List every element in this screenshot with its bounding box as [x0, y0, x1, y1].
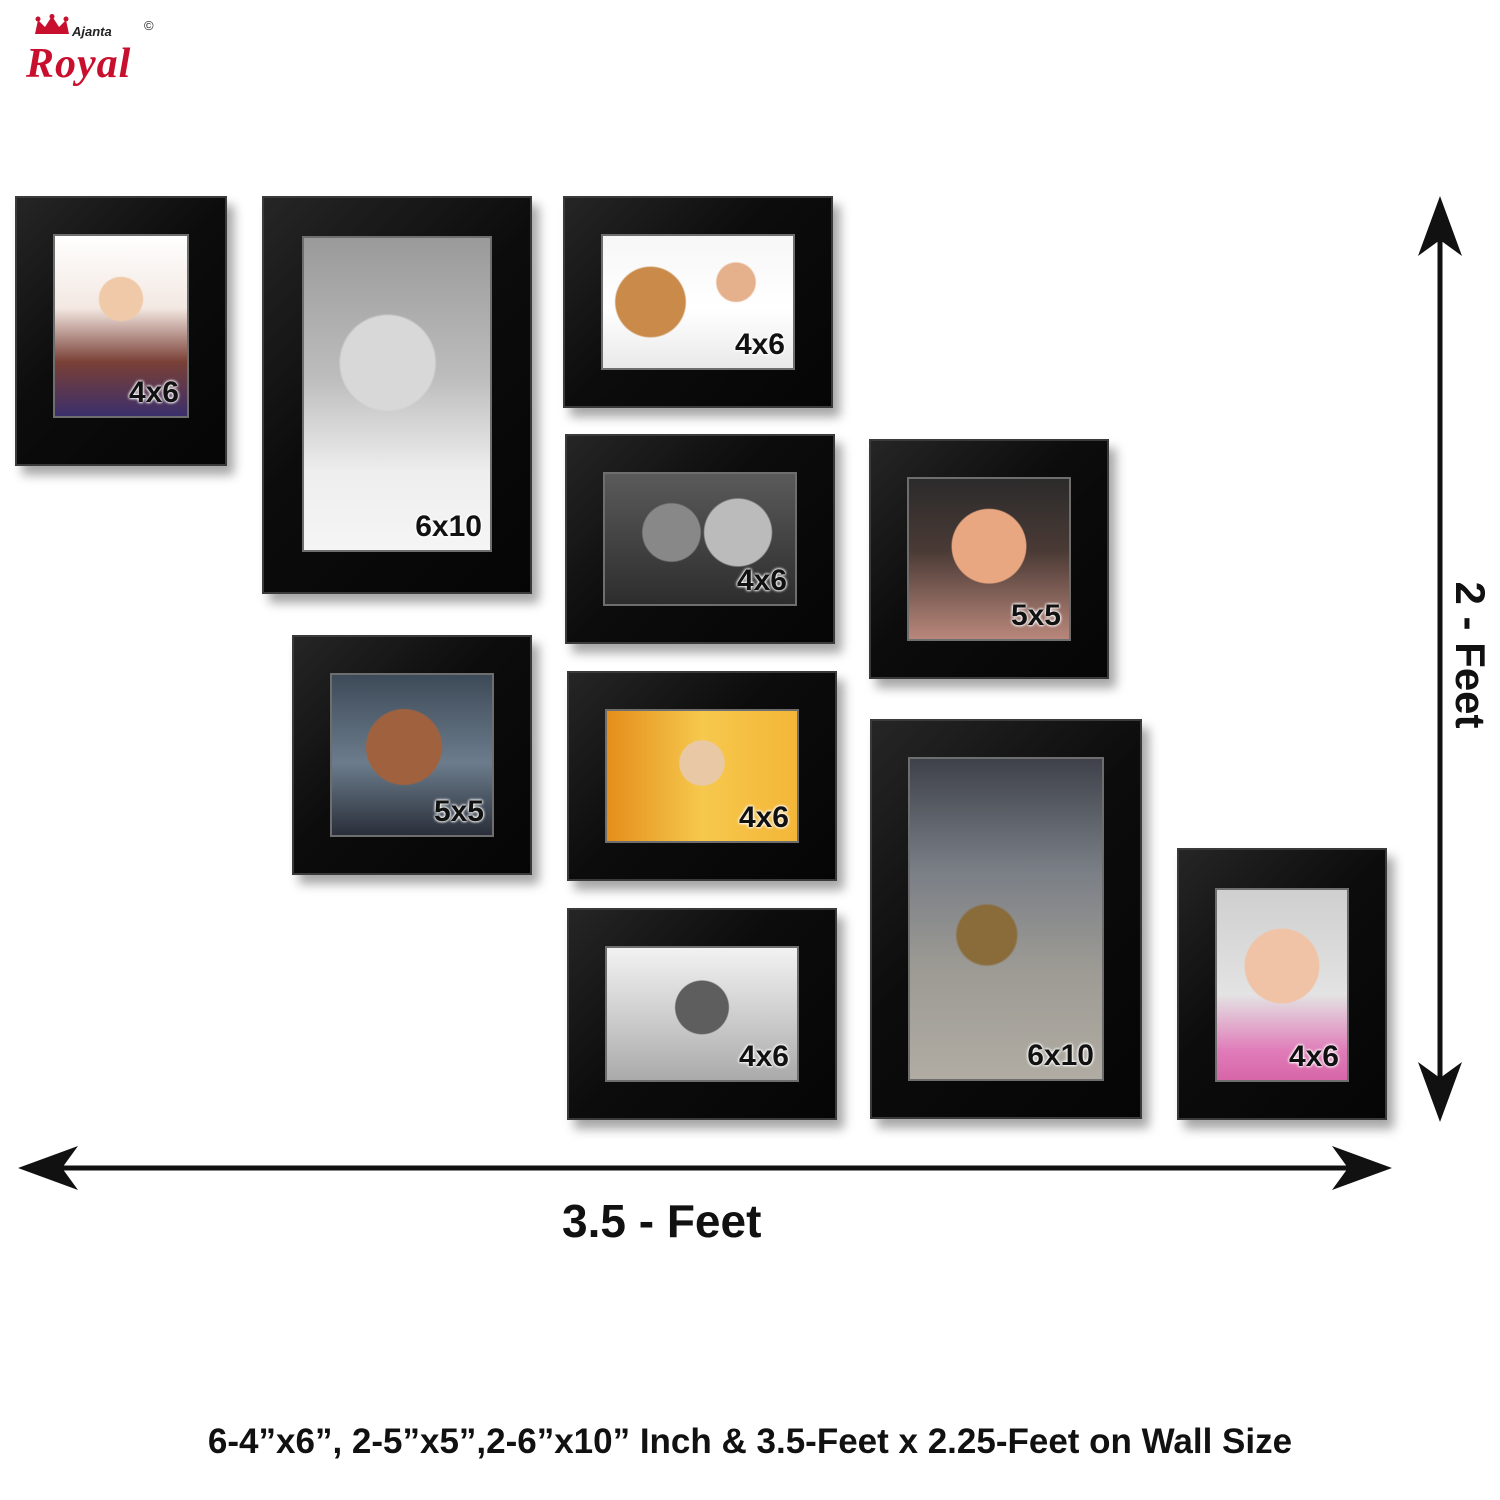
photo-frame-5: 5x5 [869, 439, 1109, 679]
frame-size-label: 5x5 [433, 795, 484, 828]
size-caption: 6-4”x6”, 2-5”x5”,2-6”x10” Inch & 3.5-Fee… [207, 1422, 1293, 1461]
width-arrow-icon [18, 1146, 1392, 1190]
frame-size-label: 6x10 [1027, 1039, 1094, 1072]
frame-size-label: 4x6 [1288, 1040, 1339, 1073]
brand-logo: Ajanta © Royal [22, 14, 162, 88]
frame-photo: 4x6 [605, 946, 799, 1082]
frame-size-label: 4x6 [128, 376, 179, 409]
photo-frame-3: 4x6 [563, 196, 833, 408]
photo-frame-1: 4x6 [15, 196, 227, 466]
copyright-symbol: © [144, 18, 154, 33]
frame-size-label: 4x6 [738, 801, 789, 834]
logo-subtext: Ajanta [72, 24, 112, 39]
frame-photo: 6x10 [302, 236, 492, 552]
frame-size-label: 4x6 [734, 328, 785, 361]
frame-photo: 4x6 [605, 709, 799, 843]
height-dimension-label: 2 - Feet [1447, 581, 1494, 729]
photo-frame-10: 4x6 [1177, 848, 1387, 1120]
photo-frame-9: 4x6 [567, 908, 837, 1120]
photo-frame-4: 4x6 [565, 434, 835, 644]
photo-frame-6: 5x5 [292, 635, 532, 875]
frame-size-label: 5x5 [1010, 599, 1061, 632]
frame-size-label: 6x10 [415, 510, 482, 543]
frame-size-label: 4x6 [736, 564, 787, 597]
frame-photo: 6x10 [908, 757, 1104, 1081]
photo-frame-2: 6x10 [262, 196, 532, 594]
photo-frame-8: 6x10 [870, 719, 1142, 1119]
height-arrow-icon [1418, 196, 1462, 1122]
logo-text: Royal [26, 41, 132, 87]
photo-frame-7: 4x6 [567, 671, 837, 881]
crown-icon [35, 14, 69, 34]
frame-photo: 4x6 [53, 234, 189, 418]
frame-photo: 4x6 [601, 234, 795, 370]
frame-photo: 4x6 [1215, 888, 1349, 1082]
frame-photo: 5x5 [330, 673, 494, 837]
frame-photo: 4x6 [603, 472, 797, 606]
width-dimension-label: 3.5 - Feet [562, 1195, 762, 1247]
frame-size-label: 4x6 [738, 1040, 789, 1073]
frame-photo: 5x5 [907, 477, 1071, 641]
